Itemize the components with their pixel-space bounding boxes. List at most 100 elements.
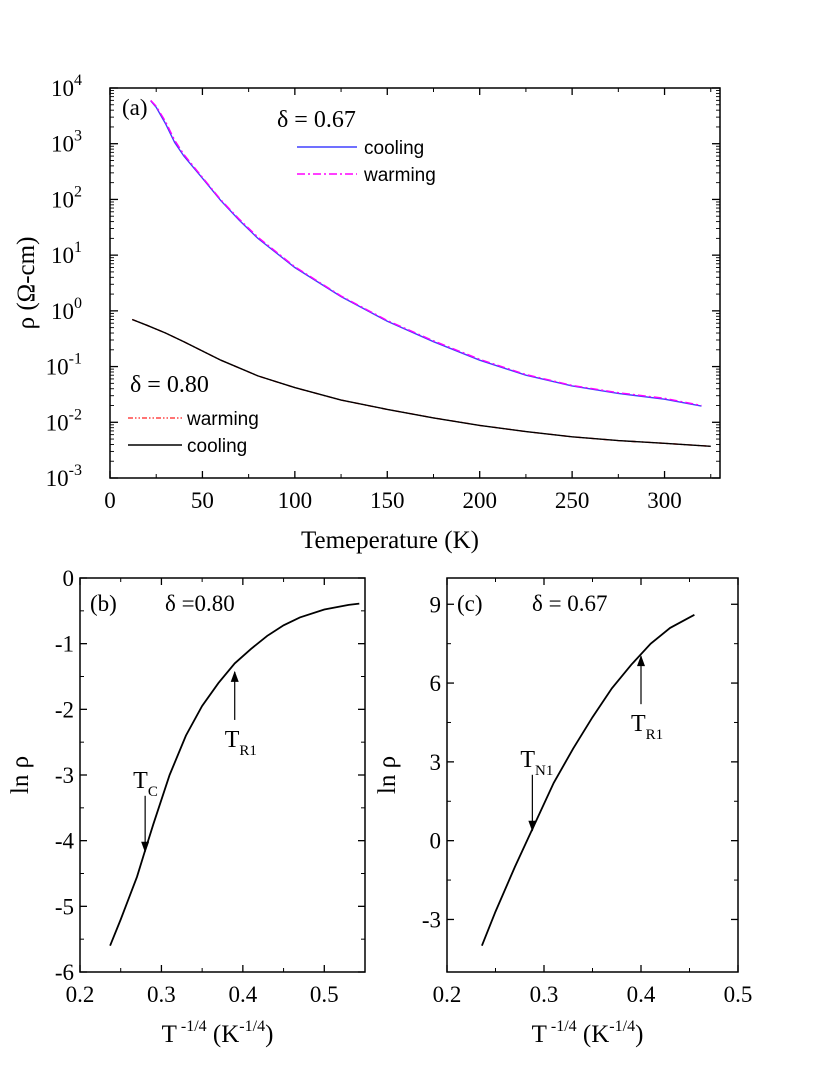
y-tick-base: 10 <box>46 355 69 380</box>
y-tick-base: 10 <box>51 132 74 157</box>
y-tick-exponent: -1 <box>69 351 82 368</box>
x-label-base: T <box>532 1021 547 1048</box>
y-tick-exponent: 0 <box>74 295 82 312</box>
y-tick-label: 6 <box>430 671 442 696</box>
annotation-base: T <box>225 727 240 753</box>
y-axis-label: ln ρ <box>7 756 34 794</box>
x-axis-label-a: Temeperature (K) <box>301 527 479 554</box>
annotation-label: TC <box>133 768 158 800</box>
y-tick-base: 10 <box>51 299 74 324</box>
x-label-exponent: -1/4 <box>177 1018 207 1035</box>
y-tick-base: 10 <box>51 243 74 268</box>
y-tick-exponent: 1 <box>74 239 82 256</box>
y-tick-exponent: 2 <box>74 183 82 200</box>
x-label-close: ) <box>635 1021 643 1048</box>
x-tick-label: 0.4 <box>228 982 257 1007</box>
annotation-label: TR1 <box>631 711 663 743</box>
x-label-base: T <box>162 1021 177 1048</box>
x-tick-label: 0.3 <box>530 982 559 1007</box>
y-tick-label-a: 104 <box>51 72 82 101</box>
panel-title: δ = 0.67 <box>532 591 608 616</box>
x-label-unit-exponent: -1/4 <box>239 1018 265 1035</box>
x-tick-label-a: 150 <box>370 488 405 513</box>
series-line <box>481 614 695 947</box>
x-tick-label: 0.4 <box>627 982 656 1007</box>
x-tick-label-a: 250 <box>555 488 590 513</box>
x-axis-label: T -1/4 (K-1/4) <box>162 1018 274 1048</box>
y-tick-label-a: 10-1 <box>46 351 82 380</box>
y-tick-label: -3 <box>422 907 441 932</box>
panel-b: 0.2 0.3 0.4 0.5 -6 -5 -4 -3 -2 -1 0 T -1/4 (K-1/4) l… <box>7 566 366 1048</box>
plot-frame <box>446 577 739 973</box>
y-tick-label: -5 <box>55 894 74 919</box>
x-tick-label: 0.3 <box>147 982 176 1007</box>
arrow-head <box>528 820 537 832</box>
x-tick-label: 0.2 <box>433 982 462 1007</box>
x-tick-label: 0.5 <box>310 982 339 1007</box>
x-label-close: ) <box>265 1021 273 1048</box>
legend-label-warming-067: warming <box>363 165 436 186</box>
y-tick-label: 0 <box>63 566 75 591</box>
annotation-base: T <box>133 768 148 794</box>
y-axis-label: ln ρ <box>374 756 401 794</box>
y-tick-label: -1 <box>55 632 74 657</box>
y-tick-label: -4 <box>55 829 75 854</box>
annotation-sub: R1 <box>239 743 257 759</box>
panel-c: 0.2 0.3 0.4 0.5 -3 0 3 6 9 T -1/4 (K-1/4) ln ρ (c) δ… <box>374 577 752 1048</box>
panel-title: δ =0.80 <box>165 591 235 616</box>
panel-label: (b) <box>90 591 117 616</box>
panel-label: (c) <box>457 591 483 616</box>
arrow-head <box>141 841 150 853</box>
y-tick-label: 0 <box>430 829 442 854</box>
annotation-sub: R1 <box>646 727 664 743</box>
y-tick-label: -3 <box>55 763 74 788</box>
y-tick-base: 10 <box>46 410 69 435</box>
x-label-unit: (K <box>577 1021 610 1048</box>
plot-frame-a <box>109 87 721 479</box>
y-tick-exponent: 4 <box>74 72 82 89</box>
x-tick-label-a: 300 <box>647 488 682 513</box>
x-label-unit-exponent: -1/4 <box>609 1018 635 1035</box>
legend-label-cooling-080: cooling <box>187 436 247 457</box>
x-label-unit: (K <box>207 1021 240 1048</box>
x-axis-label: T -1/4 (K-1/4) <box>532 1018 644 1048</box>
y-axis-label-a: ρ (Ω-cm) <box>13 237 40 330</box>
series-line <box>109 602 360 947</box>
x-tick-label-a: 100 <box>278 488 313 513</box>
y-tick-label-a: 10-2 <box>46 406 82 435</box>
panel-label-a: (a) <box>122 95 148 120</box>
y-tick-base: 10 <box>51 187 74 212</box>
legend-label-cooling-067: cooling <box>364 138 424 159</box>
x-tick-label-a: 0 <box>104 488 116 513</box>
x-tick-label-a: 50 <box>191 488 214 513</box>
y-tick-exponent: -3 <box>69 462 82 479</box>
arrow-head <box>637 655 645 667</box>
y-tick-label: 3 <box>430 750 442 775</box>
legend-label-warming-080: warming <box>186 409 259 430</box>
y-tick-label-a: 10-3 <box>46 462 82 491</box>
annotation-base: T <box>520 747 535 773</box>
y-tick-label: -6 <box>55 960 74 985</box>
y-tick-label-a: 102 <box>51 183 82 212</box>
y-tick-label: 9 <box>430 592 442 617</box>
annotation-sub: C <box>148 784 158 800</box>
y-tick-label: -2 <box>55 697 74 722</box>
series-line-1-1 <box>131 318 711 447</box>
series-line-0-1 <box>150 99 702 407</box>
y-tick-exponent: -2 <box>69 406 82 423</box>
group-label-080: δ = 0.80 <box>130 372 209 398</box>
x-label-exponent: -1/4 <box>547 1018 577 1035</box>
y-tick-label-a: 101 <box>51 239 82 268</box>
panel-a: 0 50 100 150 200 250 30010-310-210-11001011021… <box>13 72 721 554</box>
x-tick-label-a: 200 <box>462 488 497 513</box>
annotation-sub: N1 <box>535 763 553 779</box>
y-tick-base: 10 <box>46 466 69 491</box>
annotation-base: T <box>631 711 646 737</box>
x-tick-label: 0.2 <box>66 982 95 1007</box>
y-tick-label-a: 100 <box>51 295 82 324</box>
annotation-label: TR1 <box>225 727 257 759</box>
series-line-0-0 <box>150 100 702 407</box>
y-tick-exponent: 3 <box>74 128 82 145</box>
annotation-label: TN1 <box>520 747 553 779</box>
